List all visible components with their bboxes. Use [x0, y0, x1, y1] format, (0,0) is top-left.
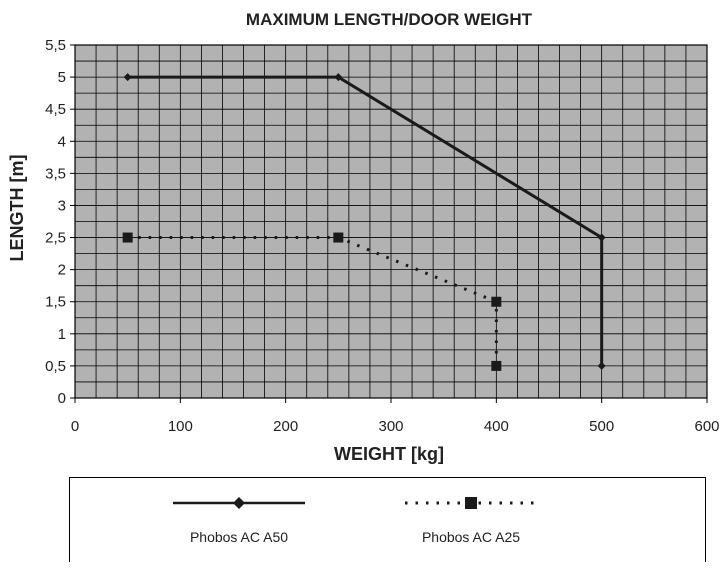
y-tick-labels: 0 0,5 1 1,5 2 2,5 3 3,5 4 4,5 5 5,5 — [45, 37, 75, 407]
y-tick-label: 2 — [58, 262, 66, 279]
data-point-diamond — [233, 497, 245, 509]
data-point-square — [491, 360, 502, 371]
x-tick-label: 400 — [484, 418, 509, 435]
data-point-diamond — [334, 73, 343, 82]
y-tick-label: 3 — [58, 197, 66, 214]
data-point-diamond — [597, 233, 606, 242]
y-tick-label: 5 — [58, 69, 66, 86]
legend-label: Phobos AC A25 — [422, 529, 520, 545]
x-tick-label: 100 — [168, 418, 193, 435]
y-axis-label: LENGTH [m] — [7, 155, 27, 262]
data-point-square — [333, 232, 344, 243]
data-point-diamond — [123, 73, 132, 82]
y-tick-label: 0 — [58, 390, 66, 407]
legend-label: Phobos AC A50 — [190, 529, 288, 545]
x-tick-label: 300 — [378, 418, 403, 435]
y-tick-label: 4,5 — [45, 101, 66, 118]
y-tick-label: 5,5 — [45, 37, 66, 54]
series-line — [127, 236, 498, 366]
data-point-square — [122, 232, 133, 243]
series-phobos-ac-a25 — [122, 232, 502, 371]
legend-svg: Phobos AC A50 Phobos AC A25 — [173, 497, 537, 545]
legend-entry-1: Phobos AC A50 — [173, 497, 305, 545]
series-phobos-ac-a50 — [123, 73, 606, 370]
legend: Phobos AC A50 Phobos AC A25 — [69, 477, 706, 562]
x-tick-label: 500 — [589, 418, 614, 435]
y-tick-label: 0,5 — [45, 358, 66, 375]
x-axis-label: WEIGHT [kg] — [334, 444, 444, 464]
x-tick-label: 0 — [71, 418, 79, 435]
y-tick-label: 3,5 — [45, 165, 66, 182]
data-point-square — [465, 497, 477, 509]
series-line — [127, 75, 604, 366]
y-tick-label: 1,5 — [45, 294, 66, 311]
data-point-diamond — [597, 361, 606, 370]
legend-items: Phobos AC A50 Phobos AC A25 — [173, 497, 537, 545]
y-tick-label: 4 — [58, 133, 66, 150]
legend-entry-2: Phobos AC A25 — [405, 497, 537, 545]
series-layer — [122, 73, 606, 371]
y-tick-label: 1 — [58, 326, 66, 343]
x-tick-label: 600 — [694, 418, 719, 435]
x-tick-label: 200 — [273, 418, 298, 435]
y-tick-label: 2,5 — [45, 230, 66, 247]
chart-title: MAXIMUM LENGTH/DOOR WEIGHT — [246, 10, 533, 29]
data-point-square — [491, 296, 502, 307]
x-tick-labels: 0 100 200 300 400 500 600 — [71, 398, 719, 435]
